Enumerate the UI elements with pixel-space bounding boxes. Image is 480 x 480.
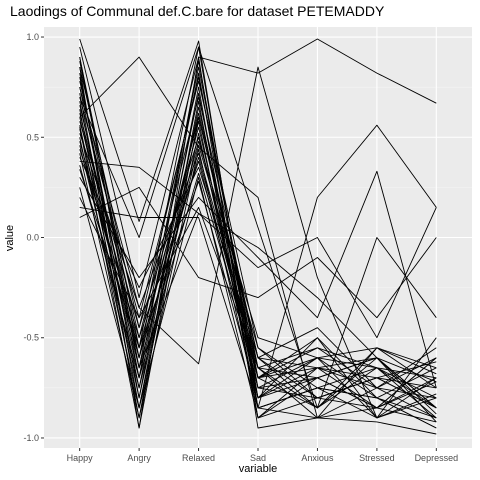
x-axis-title: variable: [239, 463, 278, 475]
x-tick-label: Sad: [250, 453, 266, 463]
series-line: [79, 46, 437, 409]
series-lines: [79, 38, 437, 435]
series-line: [79, 160, 437, 339]
series-line: [79, 170, 437, 389]
y-tick-label: 0.5: [26, 132, 39, 142]
x-tick-label: Happy: [67, 453, 94, 463]
series-line: [79, 66, 437, 419]
x-tick-label: Stressed: [359, 453, 395, 463]
series-line: [79, 186, 437, 319]
series-line: [79, 149, 437, 409]
series-line: [79, 116, 437, 429]
y-axis-title: value: [4, 225, 16, 251]
chart-title: Laodings of Communal def.C.bare for data…: [10, 3, 385, 19]
x-tick-label: Relaxed: [182, 453, 215, 463]
series-line: [79, 165, 437, 419]
x-tick-label: Depressed: [415, 453, 459, 463]
series-line: [79, 38, 437, 299]
y-axis: 1.0 0.5 0.0 -0.5 -1.0: [23, 32, 44, 443]
x-axis: Happy Angry Relaxed Sad Anxious Stressed Depre…: [67, 448, 458, 463]
x-tick-label: Angry: [127, 453, 151, 463]
series-line: [79, 124, 437, 409]
y-tick-label: 1.0: [26, 32, 39, 42]
y-tick-label: 0.0: [26, 233, 39, 243]
series-line: [79, 56, 437, 435]
series-line: [79, 176, 437, 419]
series-line: [79, 57, 437, 409]
y-tick-label: -1.0: [23, 433, 39, 443]
x-tick-label: Anxious: [301, 453, 334, 463]
y-tick-label: -0.5: [23, 333, 39, 343]
